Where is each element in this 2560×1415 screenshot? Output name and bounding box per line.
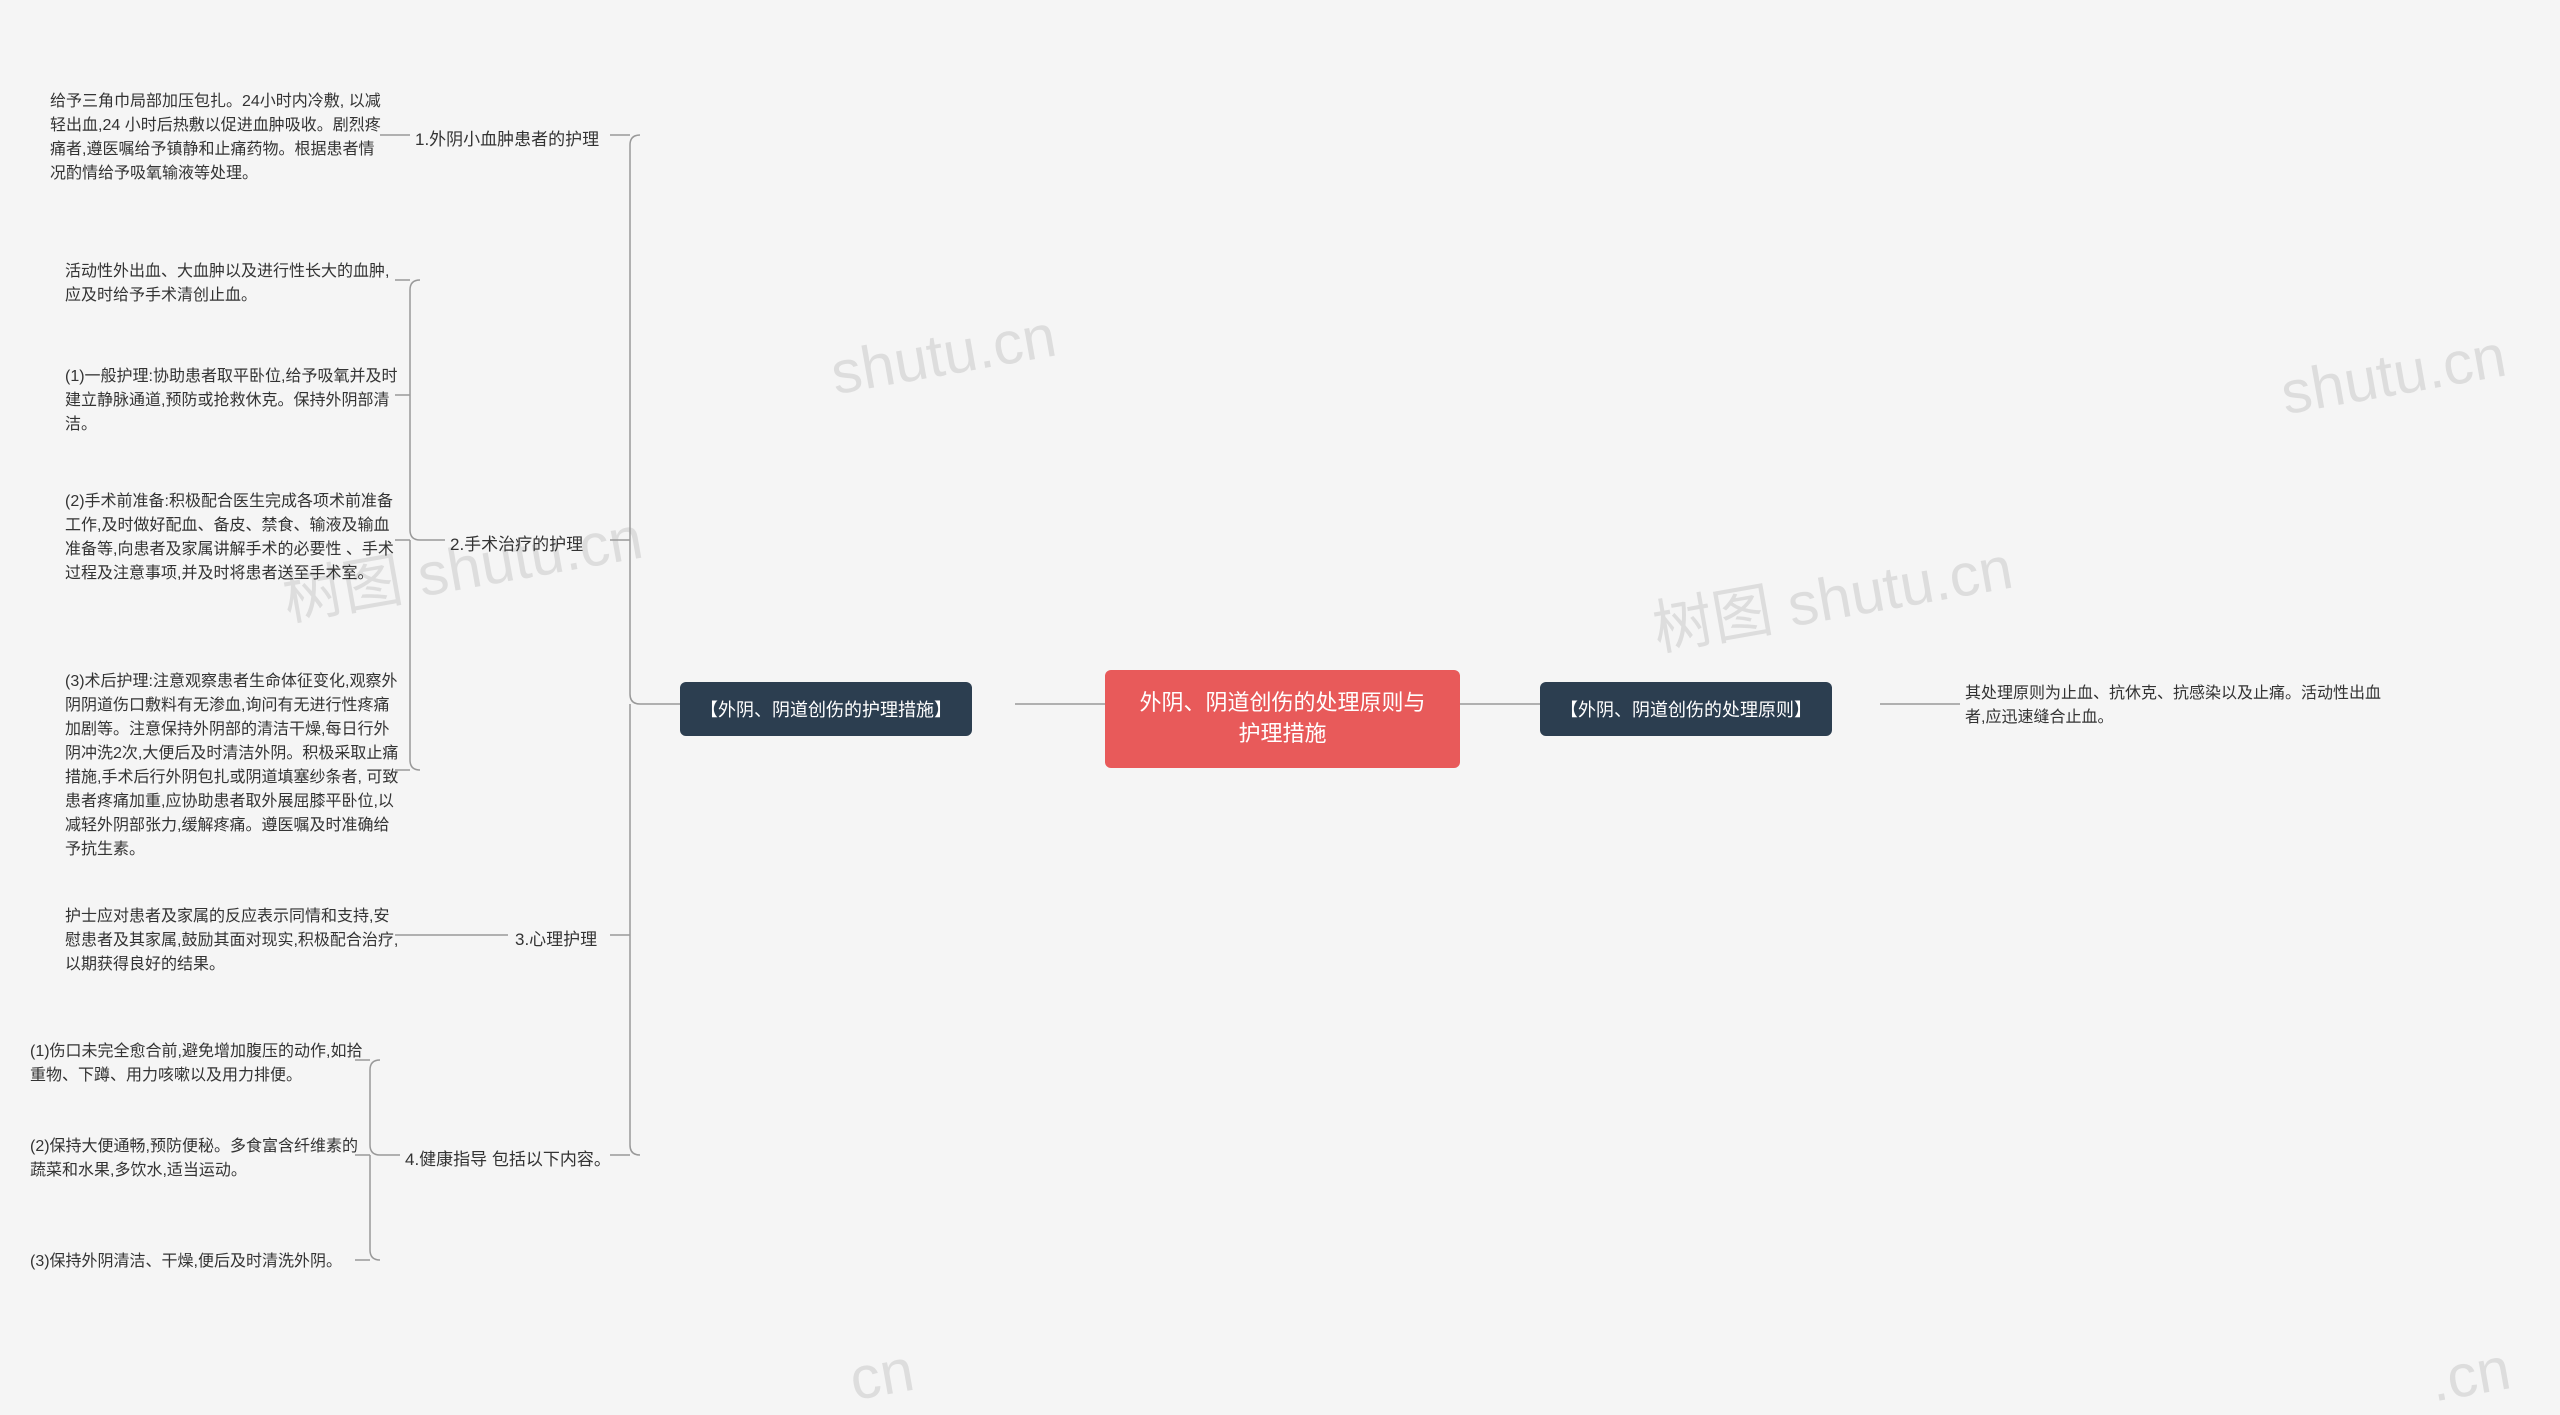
leaf-2a: 活动性外出血、大血肿以及进行性长大的血肿,应及时给予手术清创止血。 — [65, 260, 405, 308]
sub-2-label: 2.手术治疗的护理 — [450, 530, 583, 555]
sub-4-label: 4.健康指导 包括以下内容。 — [405, 1145, 611, 1170]
leaf-4a-text: (1)伤口未完全愈合前,避免增加腹压的动作,如拾重物、下蹲、用力咳嗽以及用力排便… — [30, 1040, 370, 1088]
leaf-2b: (1)一般护理:协助患者取平卧位,给予吸氧并及时建立静脉通道,预防或抢救休克。保… — [65, 365, 405, 437]
leaf-2d-text: (3)术后护理:注意观察患者生命体征变化,观察外阴阴道伤口敷料有无渗血,询问有无… — [65, 670, 405, 862]
leaf-4a: (1)伤口未完全愈合前,避免增加腹压的动作,如拾重物、下蹲、用力咳嗽以及用力排便… — [30, 1040, 370, 1088]
watermark: .cn — [2425, 1334, 2516, 1415]
right-branch-label: 【外阴、阴道创伤的处理原则】 — [1560, 696, 1812, 722]
watermark: cn — [844, 1335, 918, 1414]
leaf-4c: (3)保持外阴清洁、干燥,便后及时清洗外阴。 — [30, 1250, 342, 1274]
watermark: shutu.cn — [2276, 321, 2511, 428]
leaf-2c: (2)手术前准备:积极配合医生完成各项术前准备工作,及时做好配血、备皮、禁食、输… — [65, 490, 405, 586]
leaf-4c-text: (3)保持外阴清洁、干燥,便后及时清洗外阴。 — [30, 1250, 342, 1274]
right-leaf: 其处理原则为止血、抗休克、抗感染以及止痛。活动性出血者,应迅速缝合止血。 — [1965, 682, 2385, 730]
leaf-4b: (2)保持大便通畅,预防便秘。多食富含纤维素的蔬菜和水果,多饮水,适当运动。 — [30, 1135, 370, 1183]
leaf-2d: (3)术后护理:注意观察患者生命体征变化,观察外阴阴道伤口敷料有无渗血,询问有无… — [65, 670, 405, 862]
leaf-1: 给予三角巾局部加压包扎。24小时内冷敷, 以减轻出血,24 小时后热敷以促进血肿… — [50, 90, 390, 186]
root-node[interactable]: 外阴、阴道创伤的处理原则与护理措施 — [1105, 670, 1460, 768]
leaf-2b-text: (1)一般护理:协助患者取平卧位,给予吸氧并及时建立静脉通道,预防或抢救休克。保… — [65, 365, 405, 437]
sub-3-label: 3.心理护理 — [515, 925, 597, 950]
watermark: 树图 shutu.cn — [1645, 519, 2018, 668]
root-label: 外阴、阴道创伤的处理原则与护理措施 — [1133, 688, 1432, 750]
leaf-2c-text: (2)手术前准备:积极配合医生完成各项术前准备工作,及时做好配血、备皮、禁食、输… — [65, 490, 405, 586]
leaf-2a-text: 活动性外出血、大血肿以及进行性长大的血肿,应及时给予手术清创止血。 — [65, 260, 405, 308]
sub-node-2[interactable]: 2.手术治疗的护理 — [450, 530, 583, 555]
sub-1-label: 1.外阴小血肿患者的护理 — [415, 125, 599, 150]
left-branch-label: 【外阴、阴道创伤的护理措施】 — [700, 696, 952, 722]
leaf-3: 护士应对患者及家属的反应表示同情和支持,安慰患者及其家属,鼓励其面对现实,积极配… — [65, 905, 405, 977]
left-branch[interactable]: 【外阴、阴道创伤的护理措施】 — [680, 682, 972, 736]
sub-node-4[interactable]: 4.健康指导 包括以下内容。 — [405, 1145, 611, 1170]
leaf-4b-text: (2)保持大便通畅,预防便秘。多食富含纤维素的蔬菜和水果,多饮水,适当运动。 — [30, 1135, 370, 1183]
right-branch[interactable]: 【外阴、阴道创伤的处理原则】 — [1540, 682, 1832, 736]
watermark: shutu.cn — [826, 301, 1061, 408]
leaf-1-text: 给予三角巾局部加压包扎。24小时内冷敷, 以减轻出血,24 小时后热敷以促进血肿… — [50, 90, 390, 186]
right-leaf-text: 其处理原则为止血、抗休克、抗感染以及止痛。活动性出血者,应迅速缝合止血。 — [1965, 682, 2385, 730]
leaf-3-text: 护士应对患者及家属的反应表示同情和支持,安慰患者及其家属,鼓励其面对现实,积极配… — [65, 905, 405, 977]
sub-node-3[interactable]: 3.心理护理 — [515, 925, 597, 950]
sub-node-1[interactable]: 1.外阴小血肿患者的护理 — [415, 125, 599, 150]
